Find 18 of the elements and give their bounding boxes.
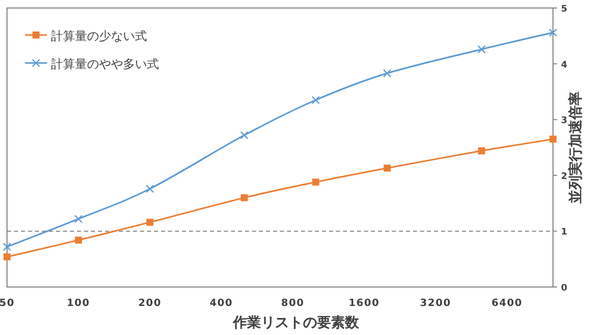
x-tick-label: 100: [66, 298, 90, 309]
x-tick-label: 50: [0, 298, 15, 309]
x-tick-label: 800: [281, 298, 304, 309]
x-axis-title: 作業リストの要素数: [232, 315, 360, 331]
legend-label: 計算量の少ない式: [51, 29, 147, 43]
y-axis-title: 並列実行加速倍率: [567, 92, 584, 204]
y-tick-label: 2: [561, 172, 568, 182]
legend-label: 計算量のやや多い式: [51, 57, 159, 71]
x-tick-label: 200: [138, 298, 162, 309]
y-tick-label: 1: [561, 228, 568, 238]
x-tick-label: 3200: [420, 298, 452, 309]
y-tick-label: 0: [561, 284, 568, 294]
x-tick-label: 400: [210, 298, 233, 309]
x-tick-label: 6400: [491, 298, 523, 309]
y-tick-label: 4: [561, 60, 568, 70]
x-tick-label: 1600: [348, 298, 380, 309]
y-tick-label: 3: [561, 116, 568, 126]
y-tick-label: 5: [561, 4, 568, 14]
